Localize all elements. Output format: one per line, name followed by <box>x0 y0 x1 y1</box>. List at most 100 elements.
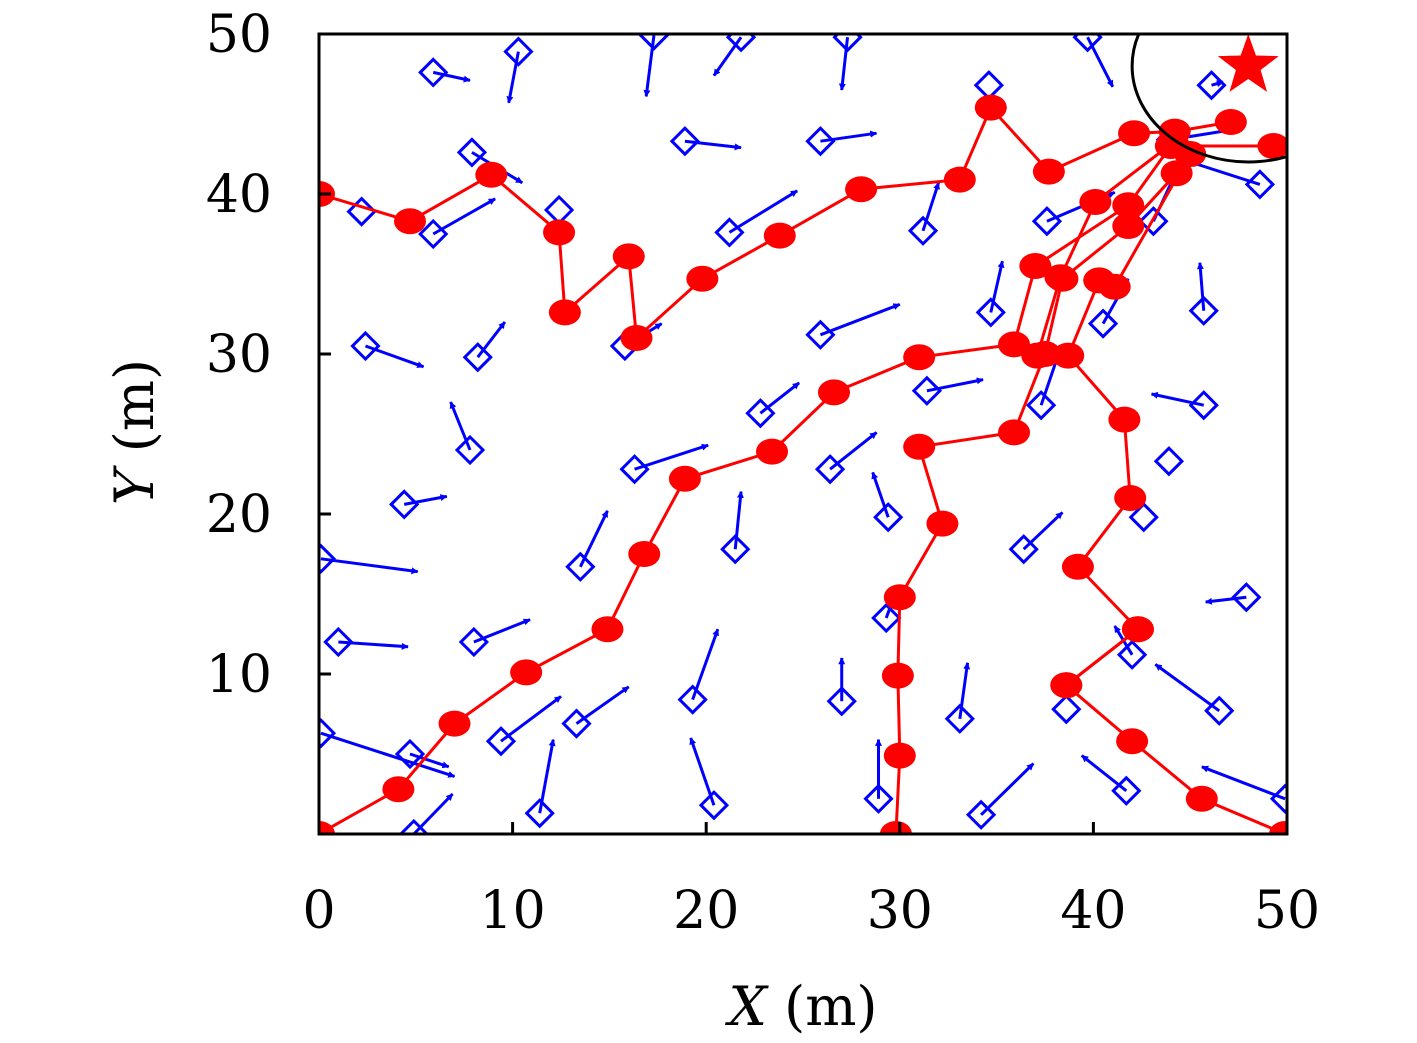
path-point <box>845 176 878 203</box>
sensor-arrow <box>449 401 472 451</box>
y-tick-label: 50 <box>206 5 272 65</box>
sensor-arrow <box>1204 595 1247 605</box>
target-star <box>1217 34 1279 92</box>
sensor-arrow <box>432 70 471 83</box>
sensor-arrow <box>871 471 890 518</box>
sensor-diamond <box>871 602 902 634</box>
sensor-diamond <box>720 534 751 565</box>
sensor-arrow <box>759 381 801 415</box>
sensor-diamond <box>1111 775 1142 806</box>
sensor-arrow <box>712 36 743 77</box>
plot-frame <box>317 32 1289 836</box>
sensor-diamond <box>814 454 846 485</box>
y-tick-label: 40 <box>206 165 272 225</box>
y-tick-label: 30 <box>206 325 272 385</box>
path-point <box>903 433 936 460</box>
sensor-arrow <box>691 628 720 701</box>
path-point <box>1061 553 1094 580</box>
path-point <box>1118 120 1151 147</box>
x-tick-label: 40 <box>1060 881 1126 941</box>
path-point <box>883 584 916 611</box>
sensor-diamond <box>1231 582 1262 613</box>
path-point <box>1108 406 1141 433</box>
sensor-diamond <box>907 215 939 246</box>
sensor-arrow <box>1201 765 1286 801</box>
sensor-diamond <box>456 137 488 168</box>
sensor-arrow <box>989 260 1005 313</box>
sensor-arrow <box>643 35 656 98</box>
sensor-arrow <box>921 182 940 232</box>
path-point <box>1257 133 1287 159</box>
sensor-arrow <box>506 51 520 104</box>
path-point <box>475 161 508 188</box>
sensor-diamond <box>418 57 449 88</box>
sensor-diamond <box>462 342 493 373</box>
path-point <box>668 465 701 492</box>
sensor-diamond <box>911 375 943 406</box>
path-point <box>879 821 912 834</box>
sensor-diamond <box>638 34 670 51</box>
path-point <box>438 710 471 737</box>
path-layer <box>319 94 1287 834</box>
path-point <box>612 243 645 270</box>
sensor-arrow <box>320 731 456 778</box>
path-point <box>1116 728 1149 755</box>
path-point <box>1185 785 1218 812</box>
path-point <box>903 344 936 371</box>
path-point <box>1214 109 1247 135</box>
sensor-arrow <box>1022 511 1064 551</box>
sensor-diamond <box>398 818 429 834</box>
sensor-diamond <box>454 434 486 466</box>
sensor-diamond <box>965 799 997 830</box>
sensor-arrow <box>733 490 744 550</box>
plot-area <box>319 34 1287 834</box>
sensor-arrow <box>409 752 450 769</box>
sensor-diamond <box>873 502 904 533</box>
sensor-diamond <box>319 543 337 574</box>
sensor-arrow <box>634 443 709 471</box>
path-point <box>686 265 719 292</box>
sensor-diamond <box>350 330 381 362</box>
sensor-diamond <box>1008 534 1039 565</box>
path-point <box>1269 821 1287 834</box>
sensor-arrow <box>432 197 496 236</box>
sensor-arrow <box>728 189 798 234</box>
path-point <box>1114 485 1147 511</box>
sensor-diamond <box>389 489 420 520</box>
path-point <box>943 166 976 193</box>
sensor-arrow <box>958 662 971 720</box>
path-point <box>881 662 914 689</box>
path-line <box>1063 153 1286 834</box>
sensor-diamond <box>394 738 426 770</box>
target-range-circle <box>1130 34 1287 164</box>
sensor-diamond <box>1072 34 1103 53</box>
path-point <box>998 419 1031 446</box>
path-point <box>393 208 426 235</box>
path-point <box>1098 273 1131 300</box>
sensor-diamond <box>1138 206 1169 237</box>
target-layer <box>1130 34 1287 164</box>
sensor-arrow <box>1196 262 1206 311</box>
sensor-diamond <box>543 194 575 226</box>
path-line <box>319 104 1232 342</box>
sensor-arrow <box>473 618 531 644</box>
y-tick-label: 20 <box>206 485 272 545</box>
sensor-arrow <box>364 344 425 369</box>
sensor-diamond <box>1128 502 1159 533</box>
sensor-diamond <box>485 726 517 757</box>
sensor-diamond <box>1051 694 1082 725</box>
path-point <box>1019 253 1052 279</box>
path-point <box>1112 213 1145 239</box>
x-axis-label: X (m) <box>725 975 878 1038</box>
sensor-diamond <box>1188 295 1219 326</box>
path-point <box>1079 189 1112 215</box>
sensor-diamond <box>669 126 701 157</box>
path-point <box>756 438 789 465</box>
sensor-arrow <box>820 130 878 143</box>
path-point <box>817 379 850 406</box>
sensor-arrow <box>980 762 1035 816</box>
sensor-diamond <box>323 626 354 658</box>
sensor-diamond <box>1116 639 1148 670</box>
path-point <box>1032 158 1065 185</box>
